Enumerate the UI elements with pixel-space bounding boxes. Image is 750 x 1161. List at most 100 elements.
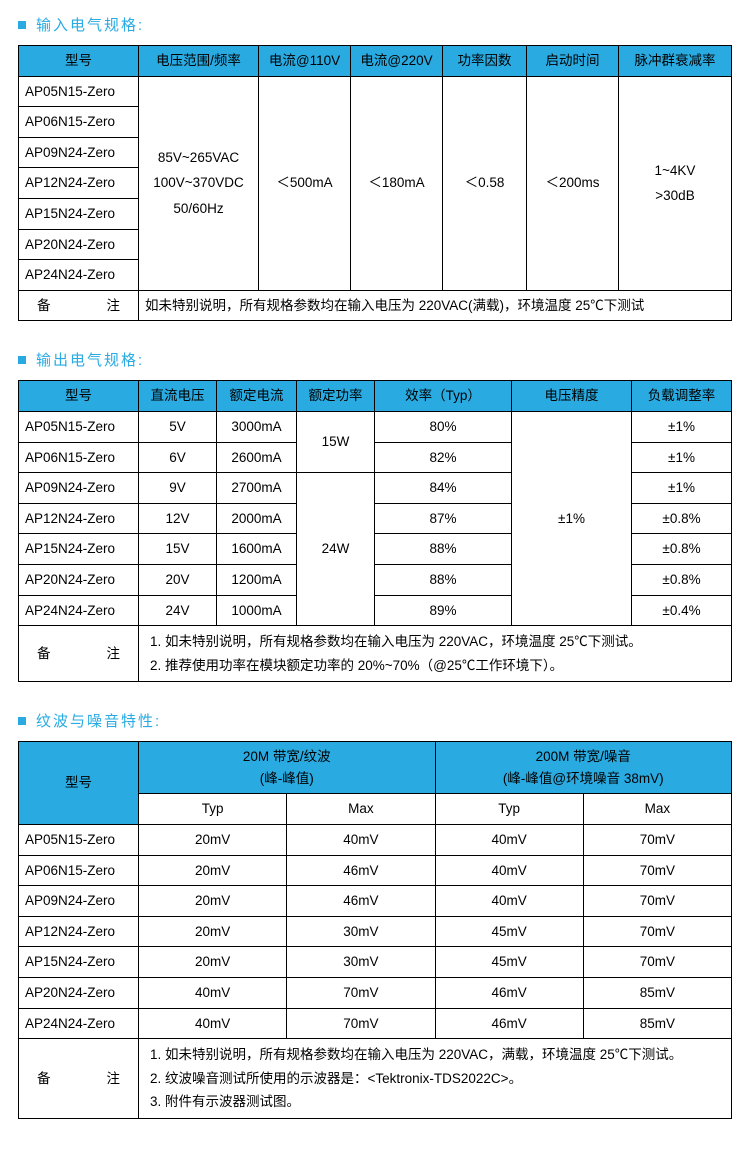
cell-model-2: AP09N24-Zero xyxy=(19,473,139,504)
cell-dc-6: 24V xyxy=(139,595,217,626)
cell-m20-5: 70mV xyxy=(287,978,435,1009)
col-cur220: 电流@220V xyxy=(351,46,443,77)
cell-m200-3: 70mV xyxy=(583,916,731,947)
table-row: AP05N15-Zero5V3000mA15W80%±1%±1% xyxy=(19,411,732,442)
col-cur110: 电流@110V xyxy=(259,46,351,77)
cell-load-6: ±0.4% xyxy=(632,595,732,626)
bullet-icon xyxy=(18,356,26,364)
table-row: AP24N24-Zero40mV70mV46mV85mV xyxy=(19,1008,732,1039)
input-spec-section: 输入电气规格: 型号 电压范围/频率 电流@110V 电流@220V 功率因数 … xyxy=(18,14,732,321)
sub-max-20: Max xyxy=(287,794,435,825)
bullet-icon xyxy=(18,21,26,29)
cell-model-6: AP24N24-Zero xyxy=(19,1008,139,1039)
cell-m200-1: 70mV xyxy=(583,855,731,886)
cell-t200-0: 40mV xyxy=(435,825,583,856)
output-spec-section: 输出电气规格: 型号 直流电压 额定电流 额定功率 效率（Typ） 电压精度 负… xyxy=(18,349,732,682)
cell-model-1: AP06N15-Zero xyxy=(19,855,139,886)
col-model: 型号 xyxy=(19,742,139,825)
cell-model-4: AP15N24-Zero xyxy=(19,947,139,978)
note-label: 备注 xyxy=(19,1039,139,1119)
output-spec-table: 型号 直流电压 额定电流 额定功率 效率（Typ） 电压精度 负载调整率 AP0… xyxy=(18,380,732,682)
cell-t200-3: 45mV xyxy=(435,916,583,947)
cell-model-2: AP09N24-Zero xyxy=(19,137,139,168)
h20-l2: (峰-峰值) xyxy=(260,771,314,786)
cell-m20-4: 30mV xyxy=(287,947,435,978)
cell-model-4: AP15N24-Zero xyxy=(19,534,139,565)
h200-l2: (峰-峰值@环境噪音 38mV) xyxy=(503,771,664,786)
col-load: 负载调整率 xyxy=(632,381,732,412)
table-row: AP15N24-Zero20mV30mV45mV70mV xyxy=(19,947,732,978)
table-header-row-1: 型号 20M 带宽/纹波 (峰-峰值) 200M 带宽/噪音 (峰-峰值@环境噪… xyxy=(19,742,732,794)
cell-load-4: ±0.8% xyxy=(632,534,732,565)
col-pf: 功率因数 xyxy=(443,46,527,77)
cell-model-1: AP06N15-Zero xyxy=(19,107,139,138)
note-text: 如未特别说明，所有规格参数均在输入电压为 220VAC，满载，环境温度 25℃下… xyxy=(139,1039,732,1119)
cell-cur-0: 3000mA xyxy=(217,411,297,442)
cell-power-15w: 15W xyxy=(297,411,375,472)
cell-dc-5: 20V xyxy=(139,564,217,595)
cell-m20-2: 46mV xyxy=(287,886,435,917)
col-burst: 脉冲群衰减率 xyxy=(619,46,732,77)
col-model: 型号 xyxy=(19,381,139,412)
note-label: 备注 xyxy=(19,290,139,321)
cell-model-3: AP12N24-Zero xyxy=(19,916,139,947)
h20-l1: 20M 带宽/纹波 xyxy=(243,749,331,764)
cell-model-5: AP20N24-Zero xyxy=(19,564,139,595)
cell-dc-2: 9V xyxy=(139,473,217,504)
cell-cur-2: 2700mA xyxy=(217,473,297,504)
output-spec-title: 输出电气规格: xyxy=(18,349,732,370)
note-row: 备注如未特别说明，所有规格参数均在输入电压为 220VAC，满载，环境温度 25… xyxy=(19,1039,732,1119)
table-row: AP09N24-Zero20mV46mV40mV70mV xyxy=(19,886,732,917)
sub-typ-200: Typ xyxy=(435,794,583,825)
ripple-spec-table: 型号 20M 带宽/纹波 (峰-峰值) 200M 带宽/噪音 (峰-峰值@环境噪… xyxy=(18,741,732,1119)
table-row: AP20N24-Zero40mV70mV46mV85mV xyxy=(19,978,732,1009)
cell-load-0: ±1% xyxy=(632,411,732,442)
table-row: AP05N15-Zero85V~265VAC100V~370VDC50/60Hz… xyxy=(19,76,732,107)
cell-startup: ＜200ms xyxy=(527,76,619,290)
input-spec-title: 输入电气规格: xyxy=(18,14,732,35)
title-text: 纹波与噪音特性: xyxy=(36,710,161,731)
cell-model-5: AP20N24-Zero xyxy=(19,229,139,260)
col-eff: 效率（Typ） xyxy=(375,381,512,412)
cell-eff-3: 87% xyxy=(375,503,512,534)
note-item-0: 如未特别说明，所有规格参数均在输入电压为 220VAC，环境温度 25℃下测试。 xyxy=(165,630,727,654)
cell-eff-0: 80% xyxy=(375,411,512,442)
cell-t200-1: 40mV xyxy=(435,855,583,886)
table-header-row: 型号 电压范围/频率 电流@110V 电流@220V 功率因数 启动时间 脉冲群… xyxy=(19,46,732,77)
cell-model-4: AP15N24-Zero xyxy=(19,198,139,229)
h200-l1: 200M 带宽/噪音 xyxy=(536,749,631,764)
note-text: 如未特别说明，所有规格参数均在输入电压为 220VAC，环境温度 25℃下测试。… xyxy=(139,626,732,682)
cell-dc-3: 12V xyxy=(139,503,217,534)
cell-eff-6: 89% xyxy=(375,595,512,626)
cell-m200-0: 70mV xyxy=(583,825,731,856)
sub-max-200: Max xyxy=(583,794,731,825)
cell-power-24w: 24W xyxy=(297,473,375,626)
note-text: 如未特别说明，所有规格参数均在输入电压为 220VAC(满载)，环境温度 25℃… xyxy=(139,290,732,321)
cell-t200-6: 46mV xyxy=(435,1008,583,1039)
cell-vaccuracy: ±1% xyxy=(512,411,632,625)
cell-cur-6: 1000mA xyxy=(217,595,297,626)
note-item-2: 附件有示波器测试图。 xyxy=(165,1090,727,1114)
table-row: AP05N15-Zero20mV40mV40mV70mV xyxy=(19,825,732,856)
cell-cur-4: 1600mA xyxy=(217,534,297,565)
title-text: 输入电气规格: xyxy=(36,14,144,35)
cell-dc-1: 6V xyxy=(139,442,217,473)
cell-t20-3: 20mV xyxy=(139,916,287,947)
sub-typ-20: Typ xyxy=(139,794,287,825)
col-dc: 直流电压 xyxy=(139,381,217,412)
cell-load-2: ±1% xyxy=(632,473,732,504)
cell-dc-0: 5V xyxy=(139,411,217,442)
cell-m20-0: 40mV xyxy=(287,825,435,856)
note-item-1: 推荐使用功率在模块额定功率的 20%~70%（@25℃工作环境下）。 xyxy=(165,654,727,678)
cell-model-0: AP05N15-Zero xyxy=(19,76,139,107)
note-label: 备注 xyxy=(19,626,139,682)
cell-t20-5: 40mV xyxy=(139,978,287,1009)
col-model: 型号 xyxy=(19,46,139,77)
cell-voltage-range: 85V~265VAC100V~370VDC50/60Hz xyxy=(139,76,259,290)
cell-load-3: ±0.8% xyxy=(632,503,732,534)
cell-t20-6: 40mV xyxy=(139,1008,287,1039)
input-spec-table: 型号 电压范围/频率 电流@110V 电流@220V 功率因数 启动时间 脉冲群… xyxy=(18,45,732,321)
cell-model-5: AP20N24-Zero xyxy=(19,978,139,1009)
note-row: 备注如未特别说明，所有规格参数均在输入电压为 220VAC，环境温度 25℃下测… xyxy=(19,626,732,682)
cell-cur-3: 2000mA xyxy=(217,503,297,534)
